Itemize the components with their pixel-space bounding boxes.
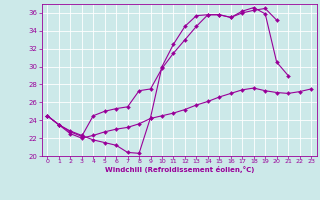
X-axis label: Windchill (Refroidissement éolien,°C): Windchill (Refroidissement éolien,°C)	[105, 166, 254, 173]
